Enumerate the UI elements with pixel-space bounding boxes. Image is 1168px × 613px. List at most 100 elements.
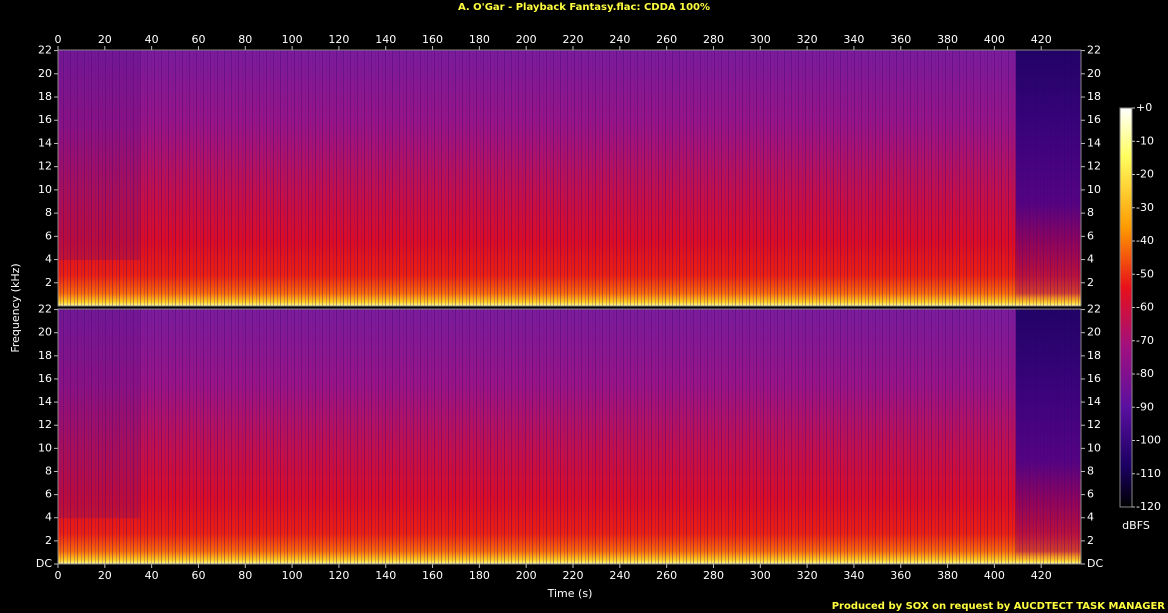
colorbar-tick-label: -20 [1136, 168, 1154, 181]
y-tick-label-right: 12 [1087, 160, 1101, 173]
x-tick-label: 200 [516, 569, 537, 582]
colorbar-tick-label: -120 [1136, 500, 1161, 513]
y-tick-label-right: 4 [1087, 253, 1094, 266]
colorbar-label: dBFS [1122, 519, 1150, 532]
x-tick-label-top: 100 [282, 33, 303, 46]
x-tick-label-top: 20 [98, 33, 112, 46]
colorbar-tick-label: -30 [1136, 201, 1154, 214]
spectrogram-intro [58, 50, 140, 260]
y-tick-label-right: 2 [1087, 276, 1094, 289]
x-tick-label: 40 [145, 569, 159, 582]
colorbar-tick-label: -70 [1136, 334, 1154, 347]
colorbar-tick-label: -90 [1136, 400, 1154, 413]
x-tick-label-top: 240 [609, 33, 630, 46]
x-tick-label-top: 200 [516, 33, 537, 46]
y-tick-label: 10 [38, 441, 52, 454]
x-tick-label: 320 [797, 569, 818, 582]
x-tick-label: 340 [843, 569, 864, 582]
y-tick-label-right: 10 [1087, 441, 1101, 454]
y-tick-label: 22 [38, 44, 52, 57]
x-tick-label-top: 220 [563, 33, 584, 46]
colorbar-tick-label: -100 [1136, 434, 1161, 447]
x-tick-label-top: 400 [984, 33, 1005, 46]
x-tick-label: 140 [375, 569, 396, 582]
x-tick-label: 0 [55, 569, 62, 582]
y-tick-label-right: 6 [1087, 229, 1094, 242]
colorbar-tick-label: -110 [1136, 467, 1161, 480]
x-tick-label: 120 [328, 569, 349, 582]
colorbar-tick-label: -40 [1136, 234, 1154, 247]
x-tick-label-top: 260 [656, 33, 677, 46]
y-tick-label: 18 [38, 90, 52, 103]
y-tick-label-right: 14 [1087, 136, 1101, 149]
spectrogram-texture [58, 50, 1081, 306]
chart-title: A. O'Gar - Playback Fantasy.flac: CDDA 1… [458, 2, 710, 13]
y-tick-label-right: 14 [1087, 395, 1101, 408]
x-tick-label-top: 320 [797, 33, 818, 46]
y-tick-label: 8 [45, 206, 52, 219]
x-tick-label-top: 0 [55, 33, 62, 46]
y-tick-label: 14 [38, 136, 52, 149]
x-tick-label: 280 [703, 569, 724, 582]
y-tick-label-right: 10 [1087, 183, 1101, 196]
y-tick-label: 22 [38, 303, 52, 316]
y-tick-label-right: 20 [1087, 326, 1101, 339]
y-tick-label: 4 [45, 253, 52, 266]
y-tick-label: DC [36, 557, 52, 570]
x-tick-label: 400 [984, 569, 1005, 582]
y-tick-label: 18 [38, 349, 52, 362]
colorbar-tick-label: -80 [1136, 367, 1154, 380]
y-tick-label: 6 [45, 488, 52, 501]
colorbar-tick-label: -60 [1136, 301, 1154, 314]
x-tick-label: 160 [422, 569, 443, 582]
spectrogram-tail [1016, 50, 1081, 306]
y-tick-label: 12 [38, 418, 52, 431]
y-tick-label: 12 [38, 160, 52, 173]
y-tick-label-right: 8 [1087, 464, 1094, 477]
x-tick-label: 360 [890, 569, 911, 582]
x-tick-label-top: 420 [1031, 33, 1052, 46]
x-tick-label-top: 280 [703, 33, 724, 46]
y-tick-label-right: 12 [1087, 418, 1101, 431]
x-tick-label-top: 80 [238, 33, 252, 46]
y-tick-label-right: 2 [1087, 534, 1094, 547]
spectrogram-tail [1016, 309, 1081, 564]
y-tick-label: 20 [38, 326, 52, 339]
x-tick-label-top: 300 [750, 33, 771, 46]
y-tick-label-right: 6 [1087, 488, 1094, 501]
x-tick-label: 80 [238, 569, 252, 582]
y-tick-label-right: 16 [1087, 113, 1101, 126]
y-tick-label: 8 [45, 464, 52, 477]
x-tick-label: 420 [1031, 569, 1052, 582]
x-tick-label: 180 [469, 569, 490, 582]
x-tick-label-top: 160 [422, 33, 443, 46]
y-tick-label-right: DC [1087, 557, 1103, 570]
y-tick-label: 2 [45, 534, 52, 547]
x-tick-label: 240 [609, 569, 630, 582]
x-tick-label-top: 140 [375, 33, 396, 46]
spectrogram-intro [58, 309, 140, 519]
colorbar-tick-label: +0 [1136, 101, 1152, 114]
footer: Produced by SOX on request by AUCDTECT T… [832, 601, 1166, 612]
x-tick-label: 380 [937, 569, 958, 582]
x-tick-label: 260 [656, 569, 677, 582]
y-tick-label: 16 [38, 113, 52, 126]
x-tick-label-top: 340 [843, 33, 864, 46]
panel-frame [57, 308, 1082, 565]
y-axis-label: Frequency (kHz) [9, 263, 22, 352]
colorbar [1119, 107, 1133, 508]
y-tick-label-right: 20 [1087, 67, 1101, 80]
y-tick-label: 4 [45, 511, 52, 524]
x-tick-label: 100 [282, 569, 303, 582]
colorbar-tick-label: -10 [1136, 134, 1154, 147]
y-tick-label: 20 [38, 67, 52, 80]
y-tick-label: 14 [38, 395, 52, 408]
x-tick-label: 60 [191, 569, 205, 582]
x-tick-label-top: 40 [145, 33, 159, 46]
x-axis-label: Time (s) [547, 587, 593, 600]
panel-frame [57, 49, 1082, 307]
x-tick-label: 20 [98, 569, 112, 582]
colorbar-tick-label: -50 [1136, 267, 1154, 280]
y-tick-label-right: 18 [1087, 90, 1101, 103]
